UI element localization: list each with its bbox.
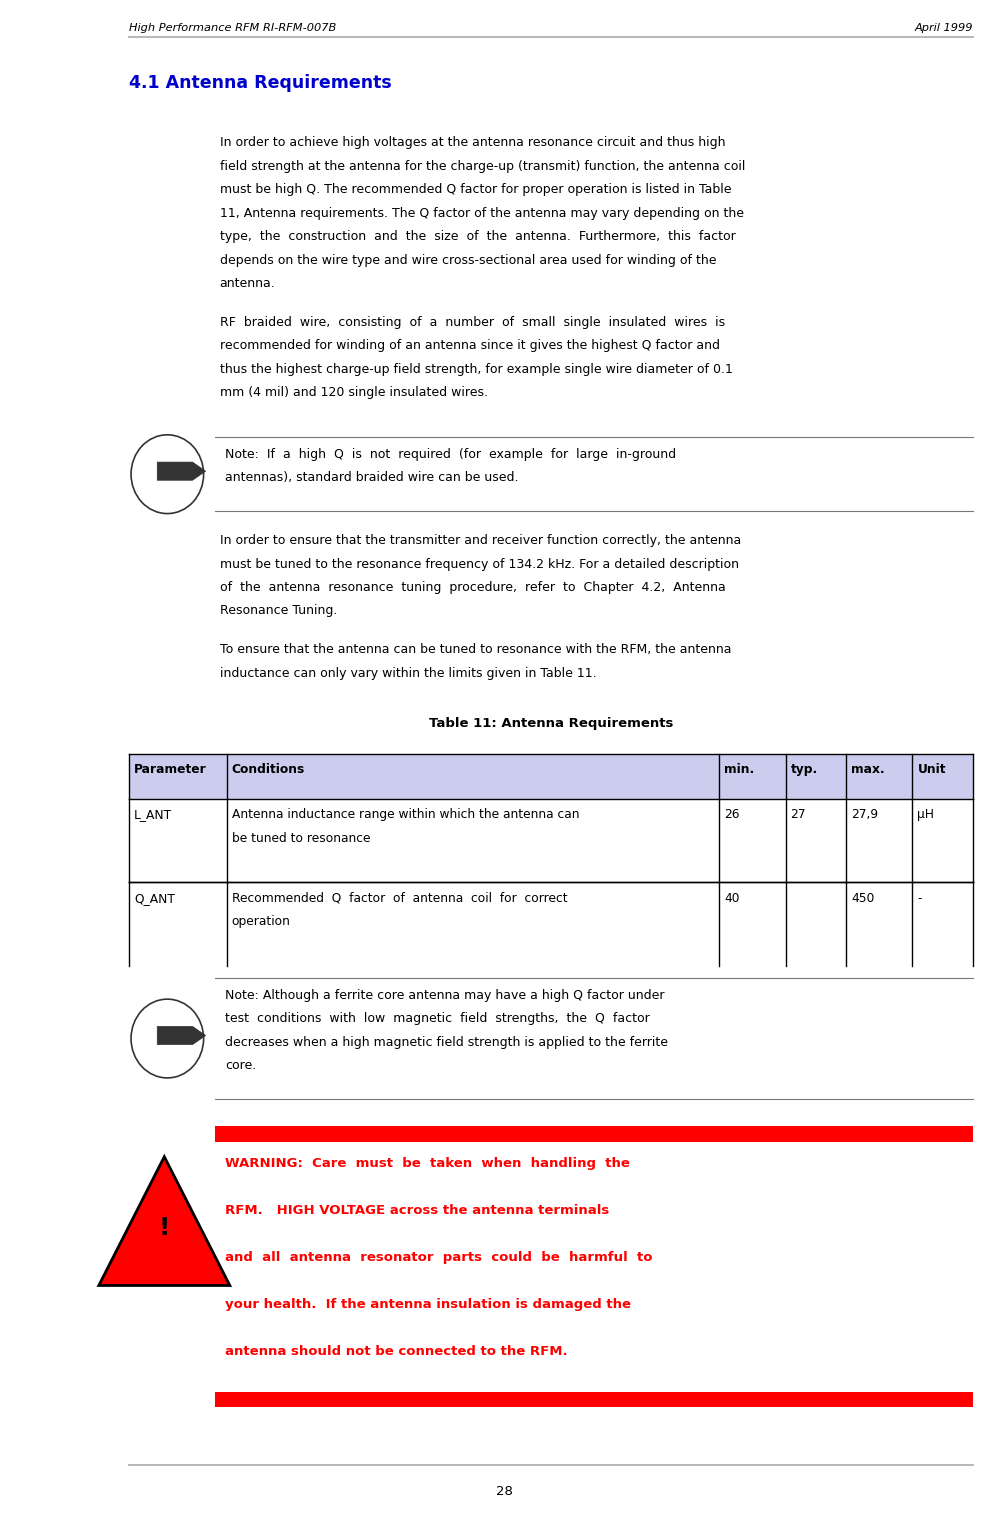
Text: 40: 40 [724,891,740,904]
Text: inductance can only vary within the limits given in Table 11.: inductance can only vary within the limi… [220,667,597,680]
Text: L_ANT: L_ANT [134,807,172,821]
Text: antenna should not be connected to the RFM.: antenna should not be connected to the R… [225,1344,568,1357]
Text: Conditions: Conditions [232,762,304,776]
Text: min.: min. [724,762,754,776]
Text: mm (4 mil) and 120 single insulated wires.: mm (4 mil) and 120 single insulated wire… [220,386,488,400]
Text: depends on the wire type and wire cross-sectional area used for winding of the: depends on the wire type and wire cross-… [220,253,717,267]
Text: !: ! [158,1215,170,1239]
FancyBboxPatch shape [129,882,973,965]
Text: RF  braided  wire,  consisting  of  a  number  of  small  single  insulated  wir: RF braided wire, consisting of a number … [220,315,725,329]
FancyBboxPatch shape [215,1126,973,1141]
Text: your health.  If the antenna insulation is damaged the: your health. If the antenna insulation i… [225,1297,631,1310]
Text: max.: max. [851,762,885,776]
Polygon shape [157,1026,206,1044]
Text: Note: Although a ferrite core antenna may have a high Q factor under: Note: Although a ferrite core antenna ma… [225,988,664,1001]
Text: In order to ensure that the transmitter and receiver function correctly, the ant: In order to ensure that the transmitter … [220,533,741,547]
Text: test  conditions  with  low  magnetic  field  strengths,  the  Q  factor: test conditions with low magnetic field … [225,1012,649,1026]
Text: type,  the  construction  and  the  size  of  the  antenna.  Furthermore,  this : type, the construction and the size of t… [220,230,736,244]
Text: Note:  If  a  high  Q  is  not  required  (for  example  for  large  in-ground: Note: If a high Q is not required (for e… [225,447,676,461]
Text: 27,9: 27,9 [851,807,878,821]
Text: antennas), standard braided wire can be used.: antennas), standard braided wire can be … [225,471,518,485]
Text: High Performance RFM RI-RFM-007B: High Performance RFM RI-RFM-007B [129,23,337,32]
Text: -: - [917,891,922,904]
Text: Antenna inductance range within which the antenna can: Antenna inductance range within which th… [232,807,580,821]
Text: 450: 450 [851,891,874,904]
Text: April 1999: April 1999 [914,23,973,32]
Text: μH: μH [917,807,934,821]
Text: Q_ANT: Q_ANT [134,891,175,904]
Text: must be high Q. The recommended Q factor for proper operation is listed in Table: must be high Q. The recommended Q factor… [220,183,731,197]
Text: Resonance Tuning.: Resonance Tuning. [220,604,337,618]
Text: 26: 26 [724,807,740,821]
Text: RFM.   HIGH VOLTAGE across the antenna terminals: RFM. HIGH VOLTAGE across the antenna ter… [225,1203,609,1217]
FancyBboxPatch shape [215,1391,973,1406]
Text: Parameter: Parameter [134,762,207,776]
Text: 28: 28 [496,1485,512,1498]
Text: be tuned to resonance: be tuned to resonance [232,832,370,845]
Text: must be tuned to the resonance frequency of 134.2 kHz. For a detailed descriptio: must be tuned to the resonance frequency… [220,558,739,571]
Polygon shape [99,1156,230,1285]
Text: In order to achieve high voltages at the antenna resonance circuit and thus high: In order to achieve high voltages at the… [220,136,725,150]
Text: 11, Antenna requirements. The Q factor of the antenna may vary depending on the: 11, Antenna requirements. The Q factor o… [220,206,744,220]
Text: antenna.: antenna. [220,277,275,291]
FancyBboxPatch shape [129,798,973,882]
Text: recommended for winding of an antenna since it gives the highest Q factor and: recommended for winding of an antenna si… [220,339,720,353]
Text: thus the highest charge-up field strength, for example single wire diameter of 0: thus the highest charge-up field strengt… [220,362,733,376]
FancyBboxPatch shape [129,753,973,798]
Text: Unit: Unit [917,762,946,776]
Text: 4.1 Antenna Requirements: 4.1 Antenna Requirements [129,74,392,92]
Text: 27: 27 [790,807,806,821]
Text: operation: operation [232,915,290,929]
Text: WARNING:  Care  must  be  taken  when  handling  the: WARNING: Care must be taken when handlin… [225,1156,630,1170]
Text: decreases when a high magnetic field strength is applied to the ferrite: decreases when a high magnetic field str… [225,1035,667,1048]
Polygon shape [157,462,206,480]
Text: and  all  antenna  resonator  parts  could  be  harmful  to: and all antenna resonator parts could be… [225,1250,652,1264]
Text: of  the  antenna  resonance  tuning  procedure,  refer  to  Chapter  4.2,  Anten: of the antenna resonance tuning procedur… [220,580,726,594]
Text: field strength at the antenna for the charge-up (transmit) function, the antenna: field strength at the antenna for the ch… [220,159,745,173]
Text: Table 11: Antenna Requirements: Table 11: Antenna Requirements [428,717,673,730]
Text: core.: core. [225,1059,256,1073]
Text: Recommended  Q  factor  of  antenna  coil  for  correct: Recommended Q factor of antenna coil for… [232,891,568,904]
Text: typ.: typ. [790,762,817,776]
Text: To ensure that the antenna can be tuned to resonance with the RFM, the antenna: To ensure that the antenna can be tuned … [220,642,731,656]
